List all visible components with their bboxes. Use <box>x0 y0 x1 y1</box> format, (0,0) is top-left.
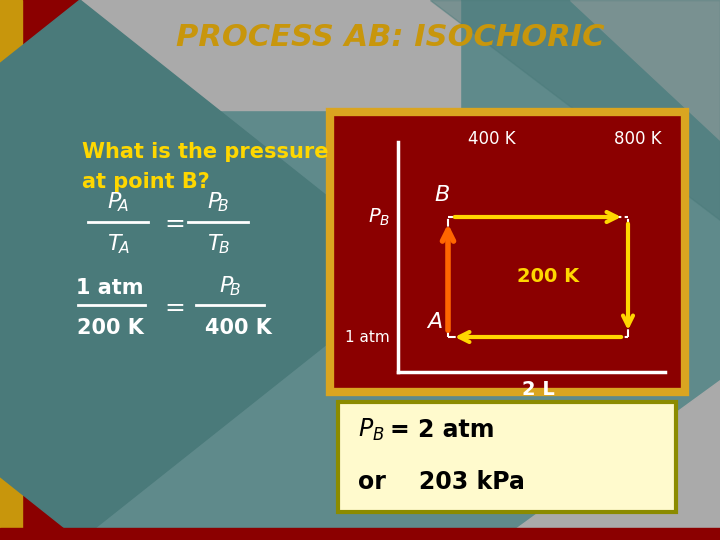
Polygon shape <box>0 0 420 540</box>
Bar <box>0 0 460 110</box>
Text: at point B?: at point B? <box>82 172 210 192</box>
Text: $\it{P}_{\!B}$: $\it{P}_{\!B}$ <box>207 191 229 214</box>
Text: 800 K: 800 K <box>614 130 662 148</box>
Text: 200 K: 200 K <box>517 267 579 287</box>
Text: 200 K: 200 K <box>76 318 143 338</box>
Text: PROCESS AB: ISOCHORIC: PROCESS AB: ISOCHORIC <box>176 23 604 51</box>
Text: 1 atm: 1 atm <box>76 278 144 298</box>
Text: $\it{P}_{\!A}$: $\it{P}_{\!A}$ <box>107 191 129 214</box>
Text: $\it{P}_{\!B}$: $\it{P}_{\!B}$ <box>219 274 241 298</box>
Text: or    203 kPa: or 203 kPa <box>358 470 525 494</box>
Text: 1 atm: 1 atm <box>346 329 390 345</box>
Text: $\it{T}_{\!A}$: $\it{T}_{\!A}$ <box>107 232 130 255</box>
Polygon shape <box>430 0 720 220</box>
Bar <box>330 112 685 392</box>
Text: $\it{P}_B$: $\it{P}_B$ <box>368 206 390 228</box>
Polygon shape <box>570 0 720 140</box>
Text: What is the pressure: What is the pressure <box>82 142 328 162</box>
Text: $\it{B}$: $\it{B}$ <box>434 185 450 205</box>
Text: 400 K: 400 K <box>468 130 516 148</box>
Bar <box>338 402 676 512</box>
Text: 2 L: 2 L <box>521 380 554 399</box>
Bar <box>0 0 22 540</box>
Text: =: = <box>165 296 186 320</box>
Bar <box>0 528 720 540</box>
Text: 400 K: 400 K <box>204 318 271 338</box>
Text: $\it{A}$: $\it{A}$ <box>426 312 443 332</box>
Text: = 2 atm: = 2 atm <box>390 418 495 442</box>
Text: $\it{T}_{\!B}$: $\it{T}_{\!B}$ <box>207 232 230 255</box>
Bar <box>22 0 80 540</box>
Polygon shape <box>500 380 720 540</box>
Text: $\it{P}_B$: $\it{P}_B$ <box>358 417 384 443</box>
Text: =: = <box>165 212 186 236</box>
